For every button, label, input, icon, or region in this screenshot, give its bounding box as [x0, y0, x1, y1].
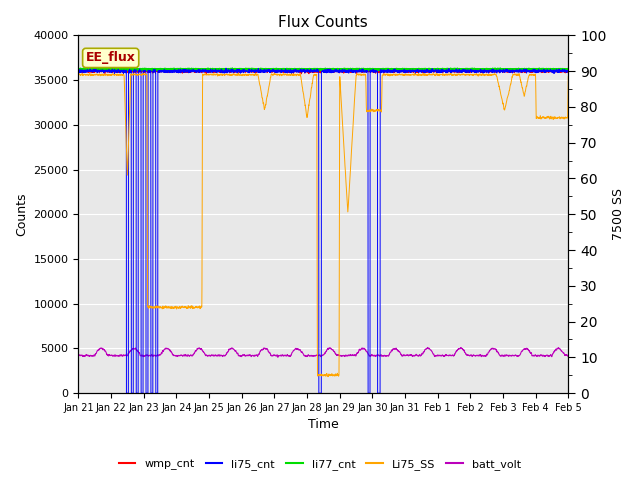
Title: Flux Counts: Flux Counts	[278, 15, 368, 30]
Legend: wmp_cnt, li75_cnt, li77_cnt, Li75_SS, batt_volt: wmp_cnt, li75_cnt, li77_cnt, Li75_SS, ba…	[115, 455, 525, 474]
Text: EE_flux: EE_flux	[86, 51, 136, 64]
X-axis label: Time: Time	[308, 419, 339, 432]
Y-axis label: 7500 SS: 7500 SS	[612, 188, 625, 240]
Y-axis label: Counts: Counts	[15, 192, 28, 236]
